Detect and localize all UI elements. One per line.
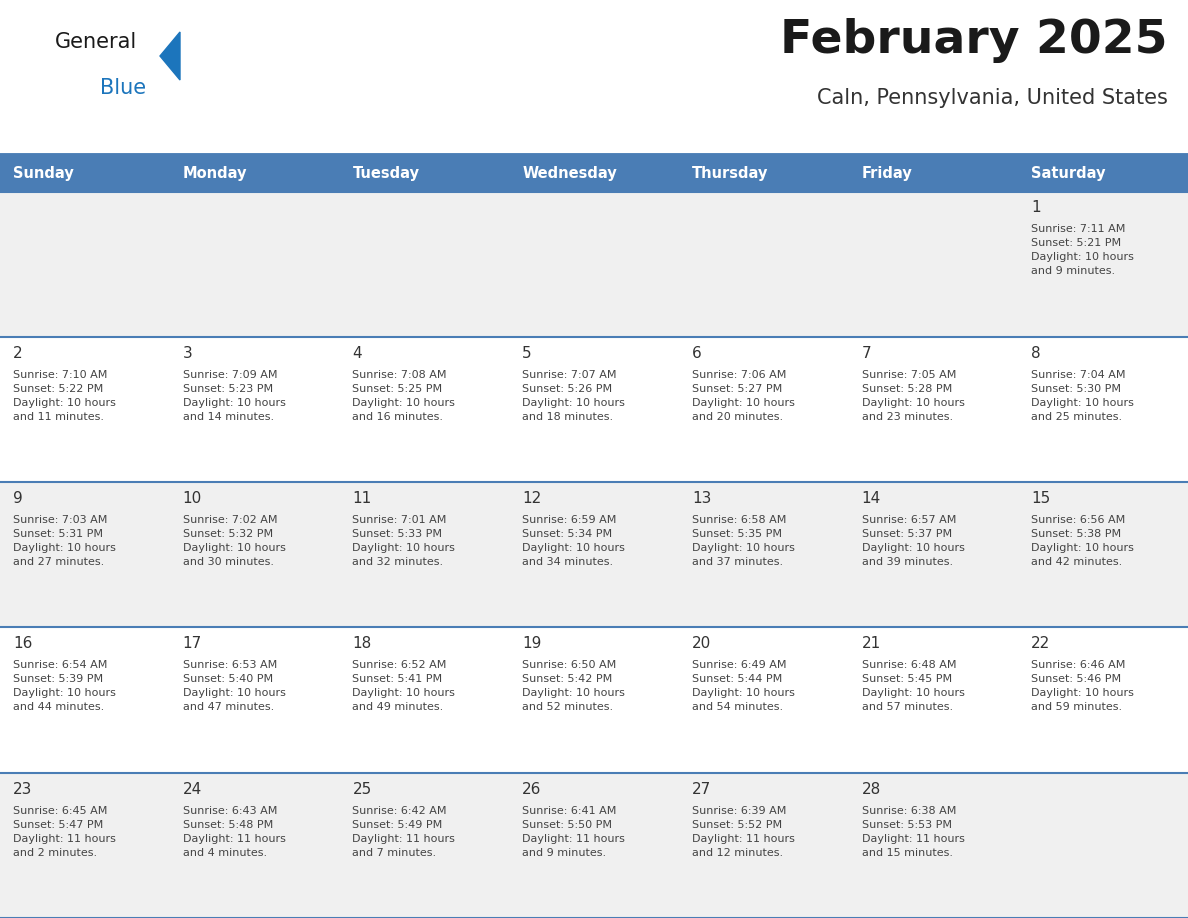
Text: 26: 26 xyxy=(523,782,542,797)
Text: Sunrise: 6:43 AM
Sunset: 5:48 PM
Daylight: 11 hours
and 4 minutes.: Sunrise: 6:43 AM Sunset: 5:48 PM Dayligh… xyxy=(183,806,285,857)
Text: Sunrise: 6:41 AM
Sunset: 5:50 PM
Daylight: 11 hours
and 9 minutes.: Sunrise: 6:41 AM Sunset: 5:50 PM Dayligh… xyxy=(523,806,625,857)
Text: Sunrise: 7:05 AM
Sunset: 5:28 PM
Daylight: 10 hours
and 23 minutes.: Sunrise: 7:05 AM Sunset: 5:28 PM Dayligh… xyxy=(861,370,965,421)
Text: 25: 25 xyxy=(353,782,372,797)
Text: Sunrise: 7:11 AM
Sunset: 5:21 PM
Daylight: 10 hours
and 9 minutes.: Sunrise: 7:11 AM Sunset: 5:21 PM Dayligh… xyxy=(1031,225,1135,276)
Text: 20: 20 xyxy=(691,636,712,652)
Bar xyxy=(0,773,1188,918)
Bar xyxy=(510,155,678,192)
Text: Sunrise: 6:48 AM
Sunset: 5:45 PM
Daylight: 10 hours
and 57 minutes.: Sunrise: 6:48 AM Sunset: 5:45 PM Dayligh… xyxy=(861,660,965,712)
Text: 16: 16 xyxy=(13,636,32,652)
Text: 15: 15 xyxy=(1031,491,1050,506)
Text: 11: 11 xyxy=(353,491,372,506)
Text: 3: 3 xyxy=(183,346,192,361)
Text: Wednesday: Wednesday xyxy=(523,166,617,181)
Polygon shape xyxy=(160,32,181,80)
Text: Thursday: Thursday xyxy=(691,166,769,181)
Text: Sunrise: 6:42 AM
Sunset: 5:49 PM
Daylight: 11 hours
and 7 minutes.: Sunrise: 6:42 AM Sunset: 5:49 PM Dayligh… xyxy=(353,806,455,857)
Text: Sunrise: 6:46 AM
Sunset: 5:46 PM
Daylight: 10 hours
and 59 minutes.: Sunrise: 6:46 AM Sunset: 5:46 PM Dayligh… xyxy=(1031,660,1135,712)
Text: 8: 8 xyxy=(1031,346,1041,361)
Text: 19: 19 xyxy=(523,636,542,652)
Text: 10: 10 xyxy=(183,491,202,506)
Text: 18: 18 xyxy=(353,636,372,652)
Text: Caln, Pennsylvania, United States: Caln, Pennsylvania, United States xyxy=(817,88,1168,108)
Text: 9: 9 xyxy=(13,491,23,506)
Text: Friday: Friday xyxy=(861,166,912,181)
Text: 14: 14 xyxy=(861,491,880,506)
Text: 17: 17 xyxy=(183,636,202,652)
Bar xyxy=(0,627,1188,773)
Text: General: General xyxy=(55,32,138,52)
Text: 23: 23 xyxy=(13,782,32,797)
Bar xyxy=(678,155,848,192)
Text: Sunrise: 6:39 AM
Sunset: 5:52 PM
Daylight: 11 hours
and 12 minutes.: Sunrise: 6:39 AM Sunset: 5:52 PM Dayligh… xyxy=(691,806,795,857)
Text: 27: 27 xyxy=(691,782,712,797)
Text: 28: 28 xyxy=(861,782,880,797)
Text: Sunday: Sunday xyxy=(13,166,74,181)
Bar xyxy=(0,155,170,192)
Text: Sunrise: 6:58 AM
Sunset: 5:35 PM
Daylight: 10 hours
and 37 minutes.: Sunrise: 6:58 AM Sunset: 5:35 PM Dayligh… xyxy=(691,515,795,567)
Text: Sunrise: 7:04 AM
Sunset: 5:30 PM
Daylight: 10 hours
and 25 minutes.: Sunrise: 7:04 AM Sunset: 5:30 PM Dayligh… xyxy=(1031,370,1135,421)
Text: Saturday: Saturday xyxy=(1031,166,1106,181)
Text: 13: 13 xyxy=(691,491,712,506)
Bar xyxy=(170,155,340,192)
Text: Sunrise: 7:08 AM
Sunset: 5:25 PM
Daylight: 10 hours
and 16 minutes.: Sunrise: 7:08 AM Sunset: 5:25 PM Dayligh… xyxy=(353,370,455,421)
Text: 5: 5 xyxy=(523,346,532,361)
Bar xyxy=(340,155,510,192)
Text: Sunrise: 6:54 AM
Sunset: 5:39 PM
Daylight: 10 hours
and 44 minutes.: Sunrise: 6:54 AM Sunset: 5:39 PM Dayligh… xyxy=(13,660,116,712)
Text: 6: 6 xyxy=(691,346,702,361)
Text: Sunrise: 6:53 AM
Sunset: 5:40 PM
Daylight: 10 hours
and 47 minutes.: Sunrise: 6:53 AM Sunset: 5:40 PM Dayligh… xyxy=(183,660,285,712)
Text: February 2025: February 2025 xyxy=(781,18,1168,63)
Text: Sunrise: 6:56 AM
Sunset: 5:38 PM
Daylight: 10 hours
and 42 minutes.: Sunrise: 6:56 AM Sunset: 5:38 PM Dayligh… xyxy=(1031,515,1135,567)
Text: Sunrise: 6:50 AM
Sunset: 5:42 PM
Daylight: 10 hours
and 52 minutes.: Sunrise: 6:50 AM Sunset: 5:42 PM Dayligh… xyxy=(523,660,625,712)
Text: Sunrise: 6:59 AM
Sunset: 5:34 PM
Daylight: 10 hours
and 34 minutes.: Sunrise: 6:59 AM Sunset: 5:34 PM Dayligh… xyxy=(523,515,625,567)
Bar xyxy=(0,482,1188,627)
Text: 21: 21 xyxy=(861,636,880,652)
Text: Sunrise: 6:49 AM
Sunset: 5:44 PM
Daylight: 10 hours
and 54 minutes.: Sunrise: 6:49 AM Sunset: 5:44 PM Dayligh… xyxy=(691,660,795,712)
Text: Sunrise: 7:03 AM
Sunset: 5:31 PM
Daylight: 10 hours
and 27 minutes.: Sunrise: 7:03 AM Sunset: 5:31 PM Dayligh… xyxy=(13,515,116,567)
Bar xyxy=(1018,155,1188,192)
Text: 4: 4 xyxy=(353,346,362,361)
Text: Sunrise: 6:57 AM
Sunset: 5:37 PM
Daylight: 10 hours
and 39 minutes.: Sunrise: 6:57 AM Sunset: 5:37 PM Dayligh… xyxy=(861,515,965,567)
Text: Sunrise: 6:38 AM
Sunset: 5:53 PM
Daylight: 11 hours
and 15 minutes.: Sunrise: 6:38 AM Sunset: 5:53 PM Dayligh… xyxy=(861,806,965,857)
Text: Sunrise: 6:45 AM
Sunset: 5:47 PM
Daylight: 11 hours
and 2 minutes.: Sunrise: 6:45 AM Sunset: 5:47 PM Dayligh… xyxy=(13,806,116,857)
Text: Sunrise: 7:09 AM
Sunset: 5:23 PM
Daylight: 10 hours
and 14 minutes.: Sunrise: 7:09 AM Sunset: 5:23 PM Dayligh… xyxy=(183,370,285,421)
Text: Sunrise: 7:10 AM
Sunset: 5:22 PM
Daylight: 10 hours
and 11 minutes.: Sunrise: 7:10 AM Sunset: 5:22 PM Dayligh… xyxy=(13,370,116,421)
Text: Sunrise: 6:52 AM
Sunset: 5:41 PM
Daylight: 10 hours
and 49 minutes.: Sunrise: 6:52 AM Sunset: 5:41 PM Dayligh… xyxy=(353,660,455,712)
Text: 22: 22 xyxy=(1031,636,1050,652)
Text: Sunrise: 7:06 AM
Sunset: 5:27 PM
Daylight: 10 hours
and 20 minutes.: Sunrise: 7:06 AM Sunset: 5:27 PM Dayligh… xyxy=(691,370,795,421)
Text: Sunrise: 7:01 AM
Sunset: 5:33 PM
Daylight: 10 hours
and 32 minutes.: Sunrise: 7:01 AM Sunset: 5:33 PM Dayligh… xyxy=(353,515,455,567)
Text: Blue: Blue xyxy=(100,78,146,98)
Text: 1: 1 xyxy=(1031,200,1041,216)
Bar xyxy=(848,155,1018,192)
Text: 7: 7 xyxy=(861,346,871,361)
Text: Tuesday: Tuesday xyxy=(353,166,419,181)
Text: 2: 2 xyxy=(13,346,23,361)
Bar xyxy=(0,192,1188,337)
Text: 12: 12 xyxy=(523,491,542,506)
Text: Sunrise: 7:02 AM
Sunset: 5:32 PM
Daylight: 10 hours
and 30 minutes.: Sunrise: 7:02 AM Sunset: 5:32 PM Dayligh… xyxy=(183,515,285,567)
Text: 24: 24 xyxy=(183,782,202,797)
Bar xyxy=(0,337,1188,482)
Text: Sunrise: 7:07 AM
Sunset: 5:26 PM
Daylight: 10 hours
and 18 minutes.: Sunrise: 7:07 AM Sunset: 5:26 PM Dayligh… xyxy=(523,370,625,421)
Text: Monday: Monday xyxy=(183,166,247,181)
